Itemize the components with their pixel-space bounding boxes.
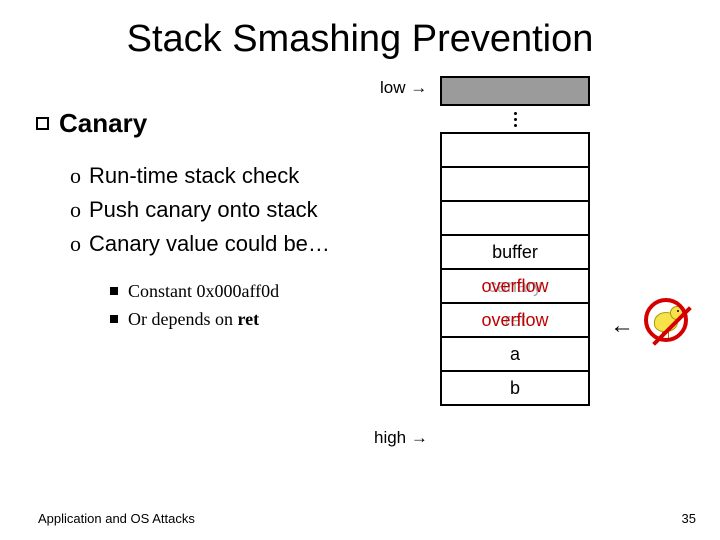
cell-overlay-red: overflow (481, 276, 548, 297)
sub-text-bold: ret (237, 309, 259, 329)
slide-title: Stack Smashing Prevention (0, 0, 720, 61)
stack-diagram: buffer canary overflow ret overflow a b (440, 78, 590, 406)
circle-bullet-icon: o (70, 231, 81, 256)
label-high: high → (374, 428, 428, 448)
circle-bullet-icon: o (70, 163, 81, 188)
circle-bullet-icon: o (70, 197, 81, 222)
bullet-list: o Run-time stack check o Push canary onto … (70, 160, 330, 262)
list-item: o Push canary onto stack (70, 194, 330, 226)
sub-text: Constant (128, 281, 197, 301)
stack-cell-b: b (440, 370, 590, 406)
page-number: 35 (682, 511, 696, 526)
stack-cell-buffer: buffer (440, 234, 590, 270)
list-text: Canary value could be… (89, 231, 330, 256)
dot-icon (514, 124, 517, 127)
footer-text: Application and OS Attacks (38, 511, 195, 526)
cell-label: buffer (492, 242, 538, 263)
stack-ellipsis (440, 104, 590, 134)
sub-bullet-list: Constant 0x000aff0d Or depends on ret (110, 278, 279, 334)
dot-icon (514, 118, 517, 121)
sub-text-code: 0x000aff0d (197, 281, 280, 301)
low-text: low (380, 78, 406, 97)
label-low: low → (380, 78, 427, 98)
cell-overlay-red: overflow (481, 310, 548, 331)
stack-cell-a: a (440, 336, 590, 372)
sub-list-item: Or depends on ret (110, 306, 279, 334)
list-text: Run-time stack check (89, 163, 299, 188)
cell-label: b (510, 378, 520, 399)
filled-square-bullet-icon (110, 315, 118, 323)
canary-no-icon (642, 296, 694, 348)
dot-icon (514, 112, 517, 115)
stack-cell-empty (440, 166, 590, 202)
sub-text: Or depends on (128, 309, 237, 329)
section-text: Canary (59, 108, 147, 138)
stack-cell-top-gray (440, 76, 590, 106)
arrow-right-icon: → (411, 428, 428, 447)
stack-cell-empty (440, 132, 590, 168)
list-item: o Canary value could be… (70, 228, 330, 260)
sub-list-item: Constant 0x000aff0d (110, 278, 279, 306)
list-text: Push canary onto stack (89, 197, 318, 222)
arrow-right-icon: → (410, 78, 427, 97)
cell-label: a (510, 344, 520, 365)
stack-cell-empty (440, 200, 590, 236)
list-item: o Run-time stack check (70, 160, 330, 192)
arrow-left-icon: ← (610, 312, 634, 340)
high-text: high (374, 428, 406, 447)
stack-cell-canary: canary overflow (440, 268, 590, 304)
prohibited-icon (644, 298, 688, 342)
section-heading: Canary (36, 108, 147, 139)
filled-square-bullet-icon (110, 287, 118, 295)
square-bullet-icon (36, 117, 49, 130)
stack-cell-ret: ret overflow (440, 302, 590, 338)
